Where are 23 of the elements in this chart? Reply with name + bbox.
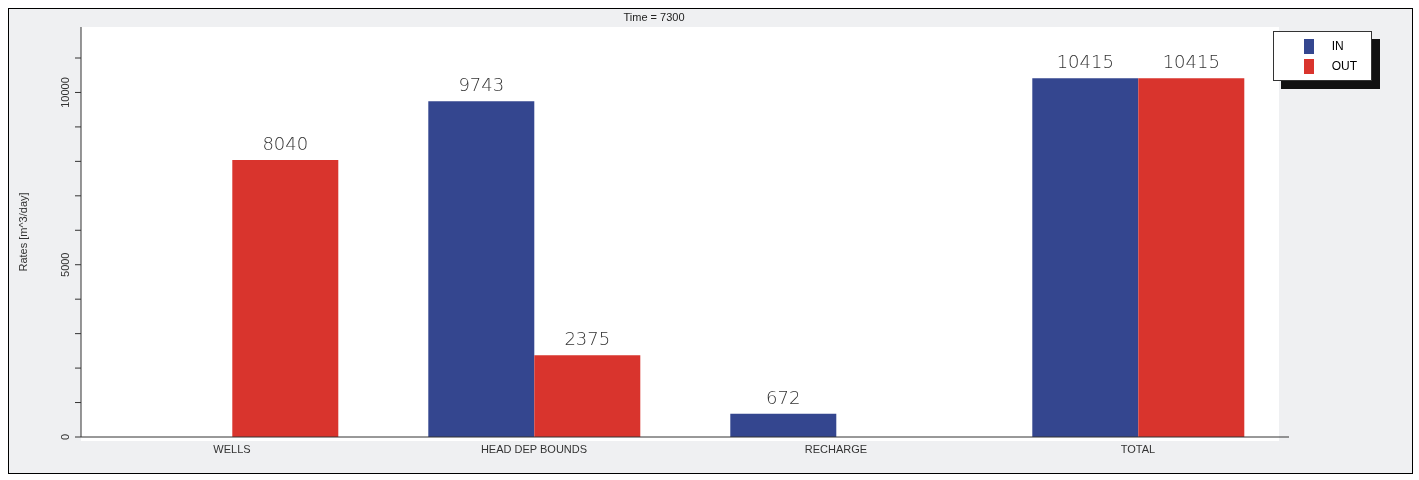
legend-label: IN <box>1331 39 1344 53</box>
data-label: 10415 <box>1162 51 1220 73</box>
bar <box>232 159 339 437</box>
x-tick-label: WELLS <box>213 442 251 455</box>
bar <box>1138 78 1245 437</box>
bar <box>730 413 837 437</box>
legend-label: OUT <box>1331 59 1357 73</box>
data-label: 9743 <box>458 74 505 96</box>
y-axis-title: Rates [m^3/day] <box>16 192 29 272</box>
bar <box>428 101 535 437</box>
x-tick-label: TOTAL <box>1120 442 1156 455</box>
y-tick-label: 10000 <box>59 77 71 108</box>
x-tick-label: RECHARGE <box>804 442 868 455</box>
x-tick-label: HEAD DEP BOUNDS <box>480 442 588 455</box>
y-tick-label: 0 <box>59 433 71 441</box>
data-label: 672 <box>766 386 801 408</box>
bar <box>1032 78 1139 437</box>
data-label: 8040 <box>262 132 309 154</box>
bar <box>534 355 641 437</box>
data-label: 2375 <box>564 328 611 350</box>
y-tick-label: 5000 <box>59 252 71 277</box>
chart-title: Time = 7300 <box>622 11 686 23</box>
data-label: 10415 <box>1056 51 1114 73</box>
